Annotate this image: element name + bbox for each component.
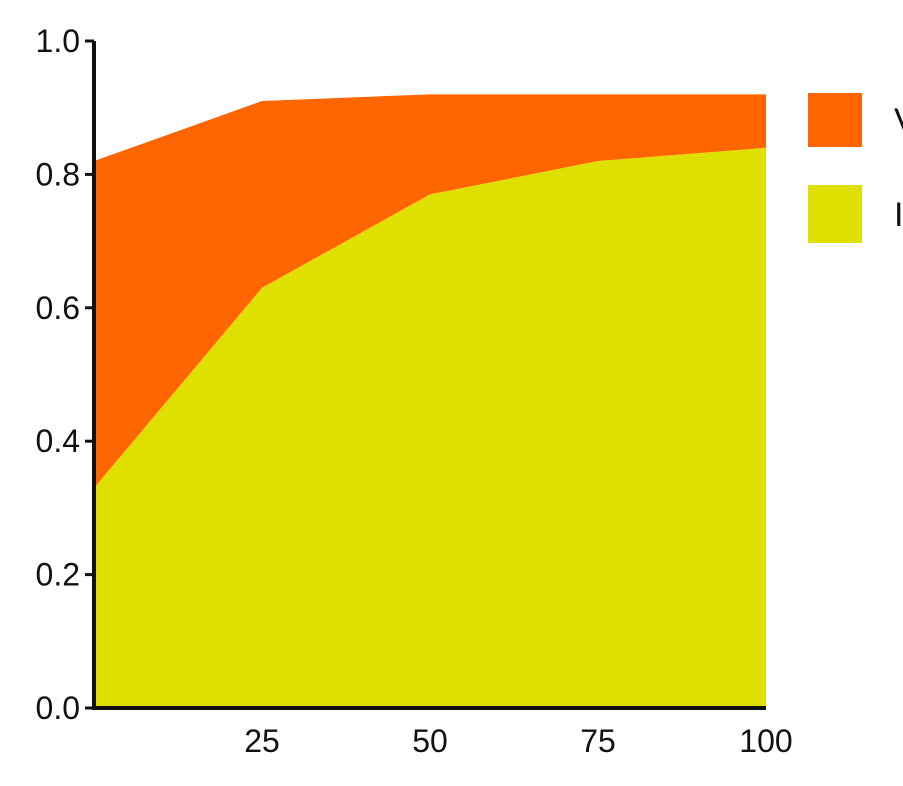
x-tick-label: 25 bbox=[244, 723, 280, 759]
plot-areas bbox=[94, 94, 766, 709]
y-axis-ticks: 0.0 0.2 0.4 0.6 0.8 1.0 bbox=[36, 23, 94, 726]
y-tick-label: 0.8 bbox=[36, 156, 80, 192]
legend-swatch bbox=[808, 93, 862, 147]
x-tick-label: 100 bbox=[739, 723, 792, 759]
y-tick-label: 0.2 bbox=[36, 557, 80, 593]
y-tick-label: 0.6 bbox=[36, 290, 80, 326]
legend-label: V bbox=[894, 102, 903, 140]
axes bbox=[92, 41, 766, 710]
area-series-2 bbox=[94, 94, 766, 488]
x-axis-ticks: 25 50 75 100 bbox=[244, 723, 792, 759]
y-tick-label: 1.0 bbox=[36, 23, 80, 59]
legend-label: I bbox=[894, 196, 903, 234]
x-tick-label: 50 bbox=[412, 723, 448, 759]
legend: VI bbox=[808, 93, 903, 243]
legend-swatch bbox=[808, 185, 862, 243]
x-tick-label: 75 bbox=[580, 723, 616, 759]
y-tick-label: 0.0 bbox=[36, 690, 80, 726]
y-tick-label: 0.4 bbox=[36, 423, 80, 459]
